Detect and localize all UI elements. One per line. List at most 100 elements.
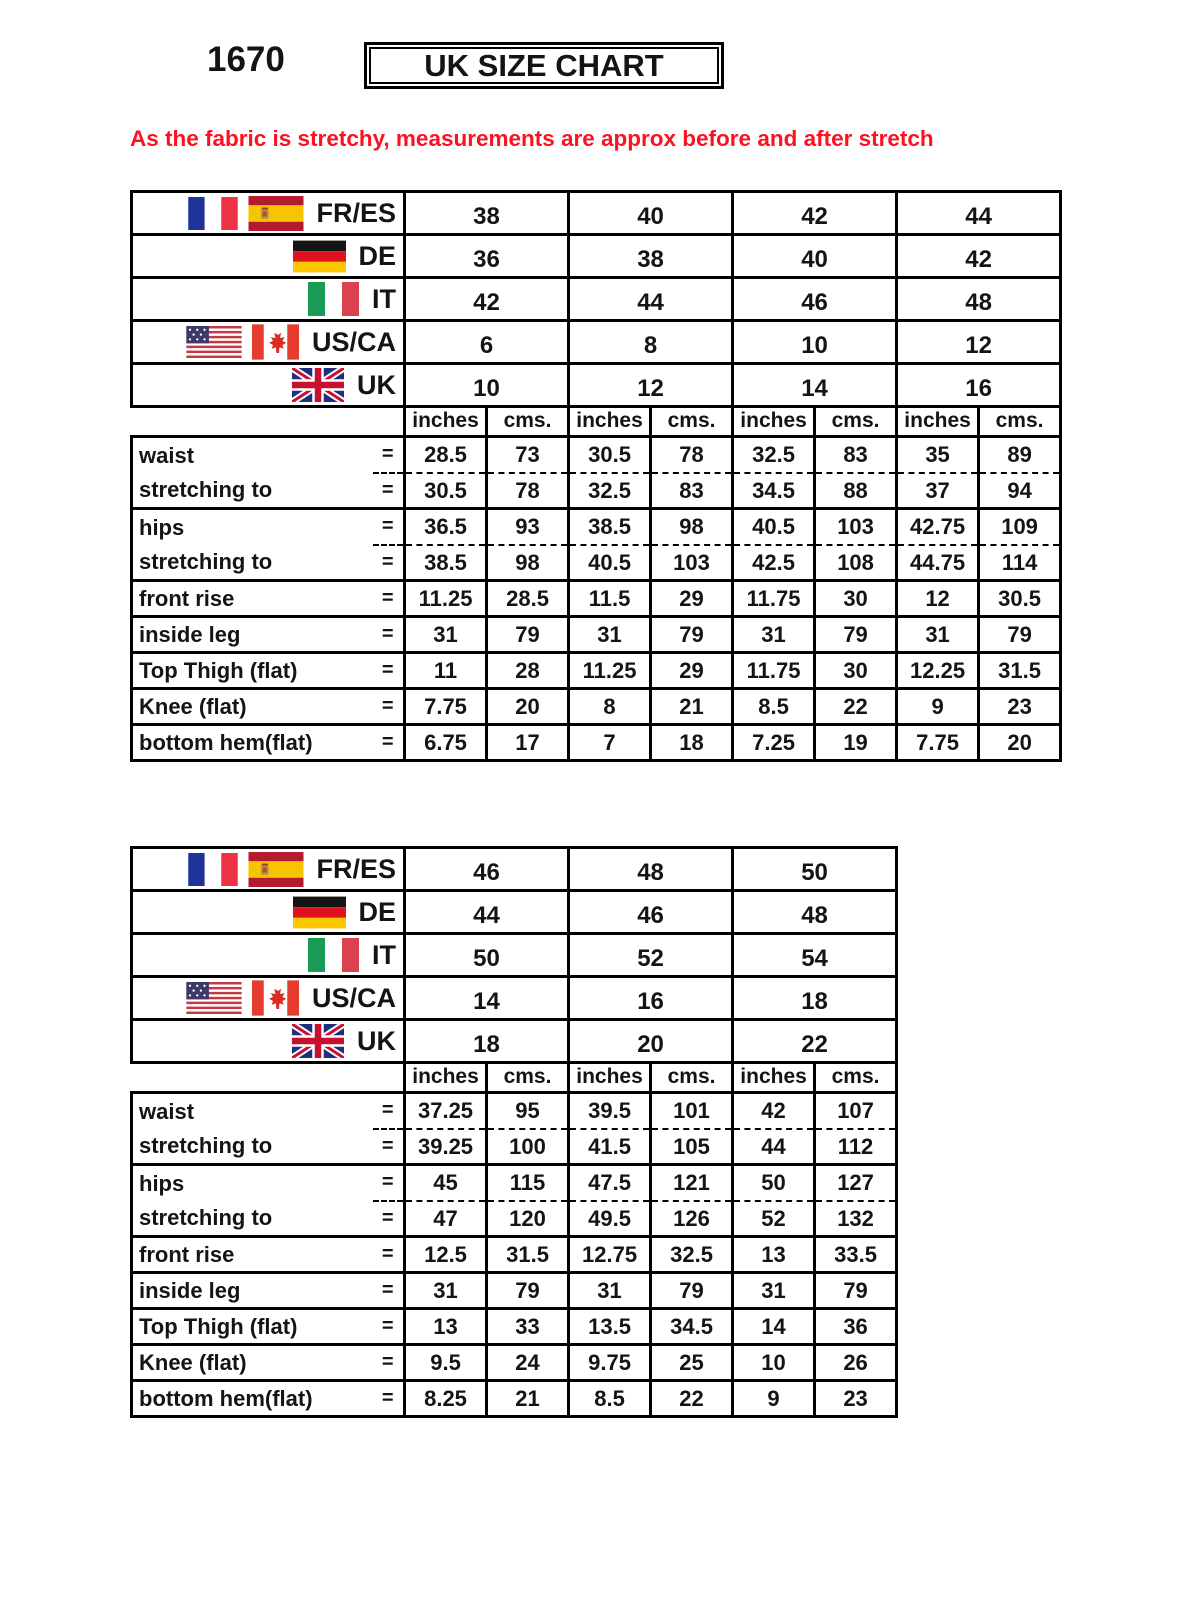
measurement-value-cms: 19 <box>813 723 899 762</box>
measurement-value-cms: 26 <box>813 1343 899 1382</box>
measurement-row: inside leg = 31 79 31 79 31 79 <box>130 1271 899 1310</box>
measurement-value-cms: 17 <box>485 723 571 762</box>
size-value-cell: 46 <box>567 889 735 935</box>
measurement-value-cms: 21 <box>485 1379 571 1418</box>
size-value-cell: 48 <box>567 846 735 892</box>
measurement-value-inches: 28.5 <box>403 435 489 474</box>
canada-flag-icon <box>252 980 299 1016</box>
measurement-value-cms: 79 <box>649 615 735 654</box>
flag-label-group: IT <box>135 938 402 972</box>
measurement-row: waist = 37.25 95 39.5 101 42 107 <box>130 1091 899 1130</box>
flag-group <box>187 851 304 887</box>
size-value-cell: 10 <box>731 319 899 365</box>
measurement-label: front rise <box>130 579 373 618</box>
measurement-value-cms: 29 <box>649 579 735 618</box>
page-title: UK SIZE CHART <box>369 47 719 84</box>
size-system-row: IT 50 52 54 <box>129 932 899 978</box>
size-value-cell: 18 <box>403 1018 571 1064</box>
measurement-value-cms: 127 <box>813 1163 899 1202</box>
equals-sign: = <box>372 579 407 618</box>
measurement-value-inches: 42.5 <box>731 543 817 582</box>
measurement-value-cms: 79 <box>977 615 1063 654</box>
measurement-value-inches: 7.75 <box>895 723 981 762</box>
measurement-value-inches: 13 <box>403 1307 489 1346</box>
size-system-row: FR/ES 46 48 50 <box>129 846 899 892</box>
equals-sign: = <box>372 651 407 690</box>
flag-group <box>292 896 346 929</box>
measurement-value-cms: 34.5 <box>649 1307 735 1346</box>
measurement-label: Knee (flat) <box>130 1343 373 1382</box>
size-system-cell-de: DE <box>129 233 407 279</box>
measurement-value-cms: 121 <box>649 1163 735 1202</box>
measurement-value-inches: 8.25 <box>403 1379 489 1418</box>
measurement-row: front rise = 12.5 31.5 12.75 32.5 13 33.5 <box>130 1235 899 1274</box>
size-value-cell: 10 <box>403 362 571 408</box>
measurement-value-cms: 28 <box>485 651 571 690</box>
flag-label-group: DE <box>135 240 402 273</box>
measurement-value-cms: 95 <box>485 1091 571 1130</box>
measurement-label: hips <box>130 1163 373 1201</box>
size-chart-table: FR/ES 38 40 42 44 DE 36 38 40 42 IT 42 44 46 48 US/CA 6 8… <box>129 190 1063 762</box>
measurement-value-inches: 31 <box>895 615 981 654</box>
measurement-value-cms: 93 <box>485 507 571 546</box>
measurement-value-cms: 73 <box>485 435 571 474</box>
measurement-label: waist <box>130 435 373 473</box>
measurement-label: Top Thigh (flat) <box>130 1307 373 1346</box>
measurement-value-inches: 9.75 <box>567 1343 653 1382</box>
measurement-value-cms: 36 <box>813 1307 899 1346</box>
measurement-value-inches: 50 <box>731 1163 817 1202</box>
measurement-label: inside leg <box>130 1271 373 1310</box>
equals-sign: = <box>372 1271 407 1310</box>
measurement-value-cms: 115 <box>485 1163 571 1202</box>
size-value-cell: 38 <box>567 233 735 279</box>
measurement-value-inches: 47 <box>403 1199 489 1238</box>
size-system-cell-us_ca: US/CA <box>129 319 407 365</box>
units-inches-header: inches <box>731 1061 817 1094</box>
measurement-row: bottom hem(flat) = 6.75 17 7 18 7.25 19 7.75 20 <box>130 723 1063 762</box>
measurement-value-cms: 132 <box>813 1199 899 1238</box>
france-flag-icon <box>187 852 238 886</box>
measurement-label: Top Thigh (flat) <box>130 651 373 690</box>
units-header-row: inches cms. inches cms. inches cms. inches cms. <box>131 405 1063 438</box>
equals-sign: = <box>372 1379 407 1418</box>
measurement-label: stretching to <box>130 544 373 582</box>
equals-sign: = <box>372 687 407 726</box>
style-code: 1670 <box>207 40 285 79</box>
measurement-value-cms: 23 <box>977 687 1063 726</box>
size-value-cell: 38 <box>403 190 571 236</box>
flag-label-group: UK <box>135 368 402 402</box>
flag-group <box>292 368 345 402</box>
measurement-value-inches: 52 <box>731 1199 817 1238</box>
italy-flag-icon <box>308 282 360 316</box>
measurement-row: stretching to = 47 120 49.5 126 52 132 <box>130 1199 899 1238</box>
size-chart-table: FR/ES 46 48 50 DE 44 46 48 IT 50 52 54 US/CA 14 16 18 UK… <box>129 846 899 1418</box>
measurement-row: stretching to = 38.5 98 40.5 103 42.5 108 44.75 1… <box>130 543 1063 582</box>
measurement-value-cms: 22 <box>649 1379 735 1418</box>
measurement-value-inches: 37 <box>895 471 981 510</box>
flag-label-group: FR/ES <box>135 195 402 231</box>
measurement-value-inches: 42 <box>731 1091 817 1130</box>
measurement-label: bottom hem(flat) <box>130 1379 373 1418</box>
equals-sign: = <box>372 435 407 474</box>
measurement-value-inches: 31 <box>567 615 653 654</box>
measurement-value-cms: 32.5 <box>649 1235 735 1274</box>
measurement-value-inches: 40.5 <box>567 543 653 582</box>
spain-flag-icon <box>248 195 304 231</box>
size-value-cell: 12 <box>895 319 1063 365</box>
measurement-value-cms: 101 <box>649 1091 735 1130</box>
size-value-cell: 54 <box>731 932 899 978</box>
equals-sign: = <box>372 1199 407 1238</box>
size-value-cell: 50 <box>403 932 571 978</box>
size-system-cell-it: IT <box>129 276 407 322</box>
flag-label-group: IT <box>135 282 402 316</box>
measurement-value-inches: 41.5 <box>567 1127 653 1166</box>
flag-label-group: US/CA <box>135 324 402 360</box>
size-system-cell-uk: UK <box>129 1018 407 1064</box>
measurement-value-cms: 25 <box>649 1343 735 1382</box>
size-system-row: FR/ES 38 40 42 44 <box>129 190 1063 236</box>
measurement-value-inches: 38.5 <box>567 507 653 546</box>
equals-sign: = <box>372 1091 407 1130</box>
measurement-value-inches: 13 <box>731 1235 817 1274</box>
measurement-value-inches: 7.25 <box>731 723 817 762</box>
measurement-row: stretching to = 30.5 78 32.5 83 34.5 88 37 94 <box>130 471 1063 510</box>
